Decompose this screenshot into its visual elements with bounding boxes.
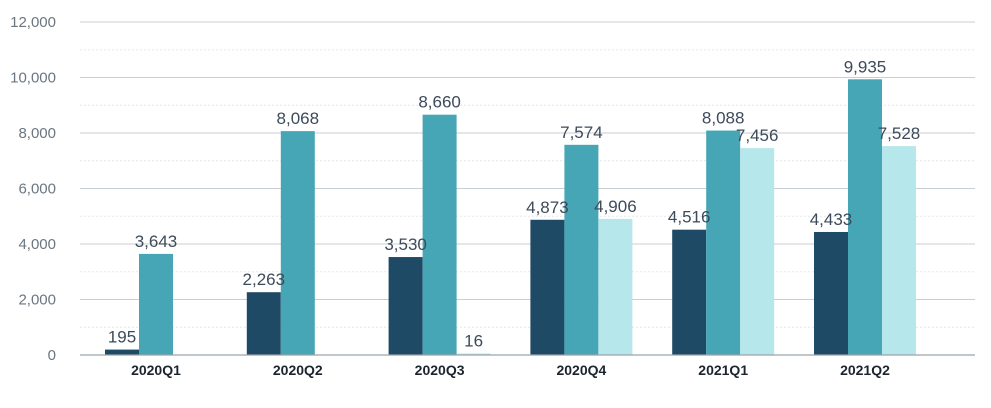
data-label: 4,433 <box>810 210 853 229</box>
bar <box>456 353 491 355</box>
bar <box>740 148 775 355</box>
bar <box>848 79 882 356</box>
data-label: 4,906 <box>594 197 637 216</box>
data-label: 7,528 <box>878 124 921 143</box>
x-tick-label: 2020Q1 <box>131 362 181 378</box>
bar <box>882 146 916 355</box>
data-label: 7,574 <box>560 123 603 142</box>
bar <box>706 130 741 355</box>
bar <box>280 131 315 355</box>
bar <box>388 257 423 355</box>
data-label: 3,643 <box>135 232 178 251</box>
bar <box>422 114 457 355</box>
data-labels: 195 3,643 2,263 8,068 3,530 8,660 16 4,873 7,574… <box>108 57 920 350</box>
x-axis: 2020Q1 2020Q2 2020Q3 2020Q4 2021Q1 2021Q2 <box>80 354 975 378</box>
data-label: 8,068 <box>277 109 320 128</box>
x-tick-label: 2020Q2 <box>273 362 323 378</box>
x-tick-label: 2021Q1 <box>698 362 748 378</box>
bars <box>105 79 916 356</box>
bar <box>105 349 139 355</box>
bar <box>814 231 848 355</box>
data-label: 3,530 <box>384 235 427 254</box>
y-tick-label: 10,000 <box>10 70 56 87</box>
x-tick-label: 2021Q2 <box>840 362 890 378</box>
data-label: 16 <box>464 332 483 351</box>
bar <box>564 144 599 355</box>
bar <box>530 219 565 355</box>
y-tick-label: 6,000 <box>18 181 56 198</box>
data-label: 195 <box>108 328 136 347</box>
data-label: 2,263 <box>243 270 286 289</box>
x-tick-label: 2020Q4 <box>556 362 606 378</box>
y-tick-label: 12,000 <box>10 14 56 31</box>
data-label: 9,935 <box>844 57 887 76</box>
bar <box>246 292 281 355</box>
bar <box>672 229 707 355</box>
y-tick-label: 0 <box>48 347 56 364</box>
y-tick-label: 2,000 <box>18 292 56 309</box>
data-label: 7,456 <box>736 126 779 145</box>
bar <box>139 253 173 355</box>
data-label: 4,516 <box>668 208 711 227</box>
data-label: 4,873 <box>526 198 569 217</box>
data-label: 8,660 <box>418 93 461 112</box>
y-axis: 0 2,000 4,000 6,000 8,000 10,000 12,000 <box>10 14 56 364</box>
y-tick-label: 4,000 <box>18 236 56 253</box>
y-tick-label: 8,000 <box>18 125 56 142</box>
bar <box>598 218 633 355</box>
x-tick-label: 2020Q3 <box>415 362 465 378</box>
data-label: 8,088 <box>702 109 745 128</box>
